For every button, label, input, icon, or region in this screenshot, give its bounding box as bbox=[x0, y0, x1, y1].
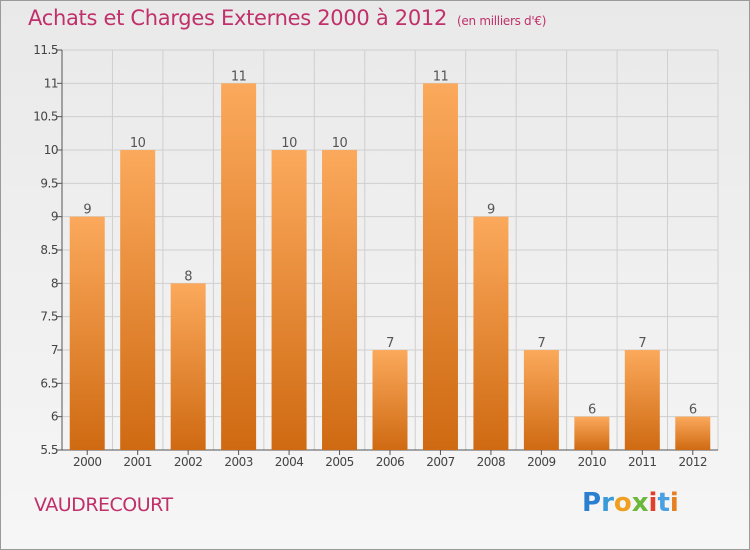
y-tick-label: 9 bbox=[51, 210, 58, 224]
y-tick-label: 11.5 bbox=[33, 43, 58, 57]
x-tick-label: 2000 bbox=[73, 455, 102, 469]
x-tick-label: 2003 bbox=[224, 455, 253, 469]
bar-value-label: 6 bbox=[588, 403, 596, 418]
bar bbox=[322, 150, 358, 450]
labels: 9 10 8 11 10 10 7 11 9 7 6 7 6 bbox=[83, 69, 697, 417]
bar bbox=[271, 150, 307, 450]
x-tick-label: 2008 bbox=[477, 455, 506, 469]
bar bbox=[221, 83, 257, 450]
x-tick-label: 2005 bbox=[325, 455, 354, 469]
proxiti-logo[interactable]: Proxiti bbox=[582, 488, 679, 518]
bar bbox=[372, 350, 408, 450]
y-tick-label: 10.5 bbox=[33, 110, 58, 124]
y-tick-label: 10 bbox=[44, 143, 58, 157]
bar bbox=[523, 350, 559, 450]
bar-value-label: 9 bbox=[83, 203, 91, 218]
bar-value-label: 10 bbox=[281, 136, 297, 151]
y-tick-label: 5.5 bbox=[40, 443, 58, 457]
bar bbox=[473, 216, 509, 450]
y-tick-label: 8.5 bbox=[40, 243, 58, 257]
y-tick-label: 9.5 bbox=[40, 176, 58, 190]
y-tick-label: 11 bbox=[44, 76, 58, 90]
x-tick-label: 2009 bbox=[527, 455, 556, 469]
bar-value-label: 10 bbox=[130, 136, 146, 151]
y-tick-label: 6 bbox=[51, 410, 58, 424]
bar-value-label: 6 bbox=[689, 403, 697, 418]
bar bbox=[69, 216, 105, 450]
x-tick-label: 2011 bbox=[628, 455, 657, 469]
bar-value-label: 10 bbox=[332, 136, 348, 151]
commune-name: VAUDRECOURT bbox=[34, 494, 173, 516]
bar-value-label: 11 bbox=[231, 69, 247, 84]
unit-label: (en milliers d'€) bbox=[457, 14, 547, 28]
bar bbox=[675, 416, 711, 450]
y-tick-label: 8 bbox=[51, 276, 58, 290]
bar-value-label: 7 bbox=[386, 336, 394, 351]
x-tick-label: 2012 bbox=[678, 455, 707, 469]
bar bbox=[170, 283, 206, 450]
bars bbox=[69, 83, 711, 450]
bar-value-label: 9 bbox=[487, 203, 495, 218]
y-tick-label: 7.5 bbox=[40, 310, 58, 324]
x-tick-label: 2006 bbox=[376, 455, 405, 469]
x-tick-label: 2007 bbox=[426, 455, 455, 469]
y-tick-label: 6.5 bbox=[40, 376, 58, 390]
x-tick-label: 2002 bbox=[174, 455, 203, 469]
y-tick-label: 7 bbox=[51, 343, 58, 357]
x-tick-label: 2001 bbox=[123, 455, 152, 469]
bar-value-label: 8 bbox=[184, 269, 192, 284]
bar-value-label: 7 bbox=[638, 336, 646, 351]
bar-value-label: 7 bbox=[537, 336, 545, 351]
bar bbox=[624, 350, 660, 450]
x-tick-label: 2010 bbox=[578, 455, 607, 469]
axes: 5.5 6 6.5 7 7.5 8 8.5 9 9.5 10 10.5 11 11.5 2000 2001 2… bbox=[33, 43, 718, 469]
bar bbox=[422, 83, 458, 450]
chart-title: Achats et Charges Externes 2000 à 2012 (e… bbox=[28, 6, 547, 30]
bar bbox=[574, 416, 610, 450]
x-tick-label: 2004 bbox=[275, 455, 304, 469]
bar-value-label: 11 bbox=[433, 69, 449, 84]
bar bbox=[120, 150, 156, 450]
